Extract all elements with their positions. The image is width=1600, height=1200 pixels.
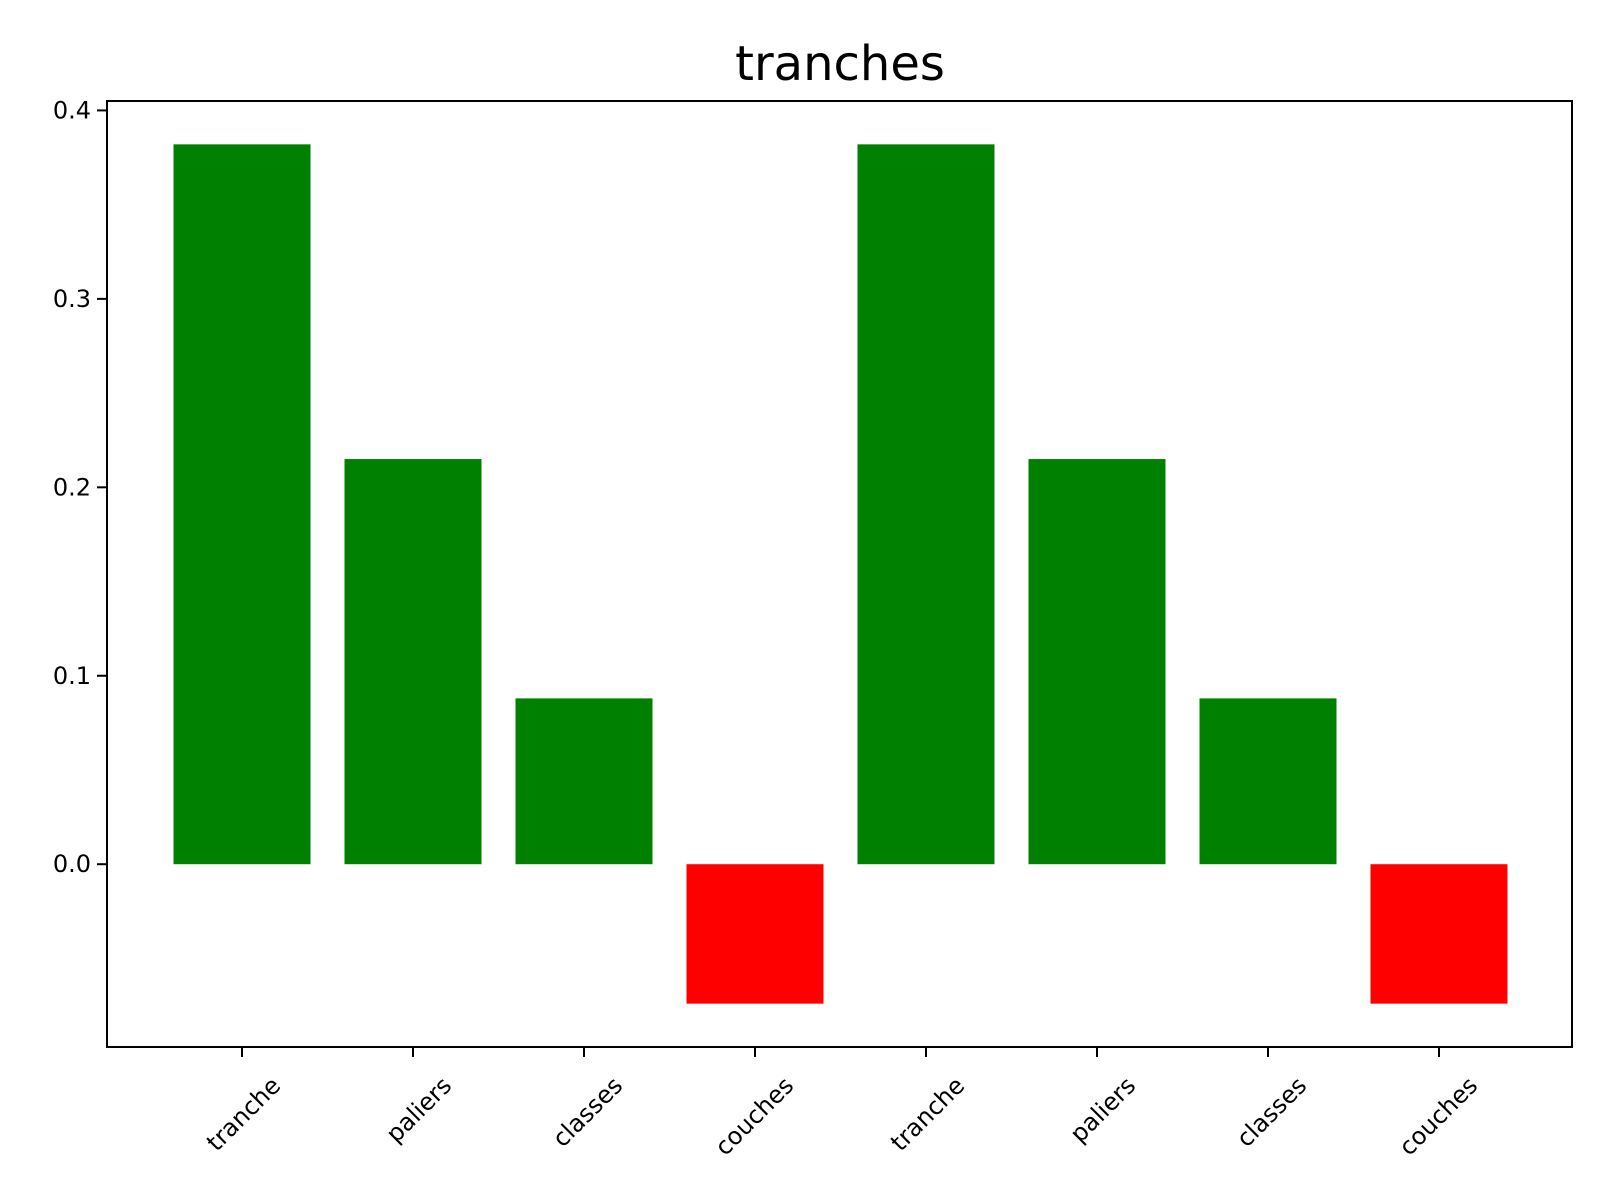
chart-title: tranches [735,36,945,92]
bar-paliers-5 [1028,459,1166,865]
y-tick-label: 0.3 [53,285,91,313]
bar-paliers-1 [344,459,482,865]
bar-couches-3 [686,864,824,1004]
y-tick-label: 0.4 [53,96,91,124]
y-tick-label: 0.2 [53,473,91,501]
y-axis: 0.0 0.1 0.2 0.3 0.4 [53,96,107,878]
bar-couches-7 [1370,864,1508,1004]
bar-classes-6 [1199,698,1337,865]
plot-area-frame [106,100,1573,1048]
bar-classes-2 [515,698,653,865]
bar-tranche-4 [857,144,995,865]
y-tick-label: 0.1 [53,662,91,690]
y-tick-label: 0.0 [53,850,91,878]
bar-tranche-0 [173,144,311,865]
bars-layer [173,144,1508,1004]
